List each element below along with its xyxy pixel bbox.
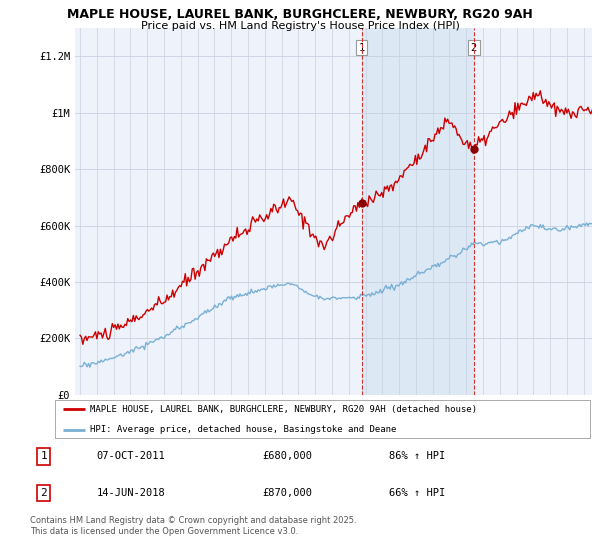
Text: HPI: Average price, detached house, Basingstoke and Deane: HPI: Average price, detached house, Basi… [90,425,397,434]
Text: MAPLE HOUSE, LAUREL BANK, BURGHCLERE, NEWBURY, RG20 9AH: MAPLE HOUSE, LAUREL BANK, BURGHCLERE, NE… [67,8,533,21]
Text: MAPLE HOUSE, LAUREL BANK, BURGHCLERE, NEWBURY, RG20 9AH (detached house): MAPLE HOUSE, LAUREL BANK, BURGHCLERE, NE… [90,405,477,414]
Text: 2: 2 [470,43,477,53]
Text: 14-JUN-2018: 14-JUN-2018 [96,488,165,498]
Text: 07-OCT-2011: 07-OCT-2011 [96,451,165,461]
Text: Price paid vs. HM Land Registry's House Price Index (HPI): Price paid vs. HM Land Registry's House … [140,21,460,31]
Text: Contains HM Land Registry data © Crown copyright and database right 2025.
This d: Contains HM Land Registry data © Crown c… [30,516,356,536]
Text: 86% ↑ HPI: 86% ↑ HPI [389,451,445,461]
Text: 2: 2 [40,488,47,498]
Text: 1: 1 [359,43,365,53]
Text: £680,000: £680,000 [262,451,312,461]
Text: 66% ↑ HPI: 66% ↑ HPI [389,488,445,498]
Bar [362,28,474,395]
Text: £870,000: £870,000 [262,488,312,498]
Text: 1: 1 [40,451,47,461]
